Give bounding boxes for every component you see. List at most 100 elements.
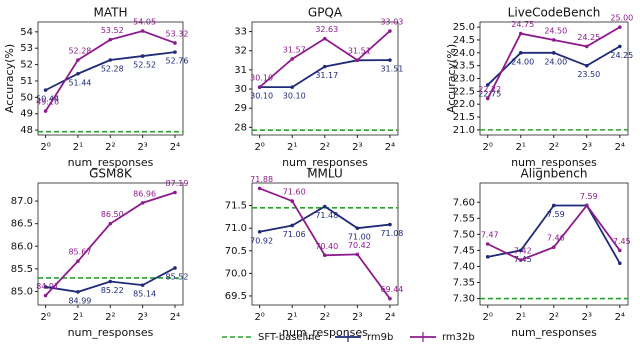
value-label: 30.10 [283, 92, 306, 101]
y-tick-label: 28 [234, 122, 247, 133]
value-label: 85.67 [68, 248, 91, 257]
y-tick-label: 7.30 [453, 294, 475, 305]
y-tick-label: 7.50 [453, 229, 475, 240]
y-tick-label: 21.5 [453, 112, 475, 123]
y-tick-label: 29 [234, 103, 247, 114]
value-label: 71.88 [250, 175, 273, 184]
value-label: 84.99 [68, 296, 91, 305]
point [76, 71, 80, 76]
point [290, 199, 295, 203]
y-tick-label: 54 [20, 27, 33, 38]
x-tick-label: 2⁴ [385, 142, 395, 153]
point [485, 83, 490, 87]
point [388, 296, 392, 301]
subplot: LiveCodeBenchnum_responsesAccuracy(%)21.… [445, 6, 633, 170]
point [388, 29, 392, 33]
x-tick-label: 2⁰ [254, 312, 264, 323]
x-axis-label: num_responses [282, 156, 368, 169]
x-axis-label: num_responses [282, 326, 368, 339]
axes-frame [479, 182, 629, 306]
x-tick-label: 2¹ [73, 142, 83, 153]
point [290, 223, 295, 228]
point [76, 259, 80, 263]
value-label: 52.28 [68, 46, 91, 55]
point [485, 255, 490, 259]
point [388, 58, 392, 62]
value-label: 30.10 [250, 74, 273, 83]
point [551, 51, 556, 55]
point [485, 242, 490, 246]
y-tick-label: 7.60 [453, 197, 475, 208]
y-tick-label: 87.0 [11, 196, 33, 207]
y-axis-label: Accuracy(%) [445, 44, 458, 113]
point [551, 38, 556, 42]
value-label: 71.48 [315, 211, 338, 220]
point [173, 41, 177, 45]
point [618, 25, 622, 29]
legend-label: SFT-baseline [258, 332, 321, 343]
point [518, 31, 523, 36]
subplot: Alignbench num_responses 7.30 7.35 7.40 7.45 7… [453, 167, 631, 340]
x-tick-label: 2¹ [516, 312, 526, 323]
x-tick-label: 2² [320, 312, 330, 323]
y-tick-label: 70.0 [225, 268, 247, 279]
x-tick-label: 2¹ [287, 142, 297, 153]
value-label: 86.50 [101, 210, 124, 219]
x-tick-label: 2⁰ [483, 312, 493, 323]
y-tick-label: 25.0 [453, 22, 475, 33]
y-tick-label: 71.0 [225, 223, 247, 234]
x-tick-label: 2³ [352, 142, 362, 153]
x-axis-label: num_responses [68, 326, 154, 339]
value-label: 24.75 [511, 20, 534, 29]
point [584, 203, 589, 208]
value-label: 52.76 [166, 57, 189, 66]
value-label: 24.25 [610, 51, 633, 60]
value-label: 25.00 [610, 14, 633, 23]
y-tick-label: 30 [234, 84, 247, 95]
subplot-title: GPQA [308, 6, 343, 20]
point [173, 266, 177, 270]
x-tick-label: 2³ [137, 312, 147, 323]
value-label: 31.51 [380, 65, 403, 74]
value-label: 70.40 [315, 242, 338, 251]
value-label: 22.22 [478, 85, 501, 94]
y-tick-label: 23.5 [453, 61, 475, 72]
point [108, 58, 113, 62]
point [355, 226, 360, 230]
point [140, 283, 145, 287]
value-label: 49.16 [36, 98, 59, 107]
legend-label: rm9b [367, 332, 393, 343]
point [290, 85, 295, 89]
point [355, 252, 360, 257]
legend: SFT-baseline rm9b rm32b [222, 332, 475, 343]
point [108, 37, 113, 42]
point [76, 58, 80, 62]
value-label: 24.00 [544, 57, 567, 66]
y-tick-label: 86.5 [11, 219, 33, 230]
x-tick-label: 2³ [582, 312, 592, 323]
x-tick-label: 2⁴ [385, 312, 395, 323]
value-label: 30.10 [250, 92, 273, 101]
value-label: 54.05 [133, 18, 156, 27]
x-tick-label: 2¹ [516, 142, 526, 153]
value-label: 69.44 [380, 285, 403, 294]
point [322, 64, 327, 69]
point [140, 54, 145, 58]
value-label: 51.44 [68, 78, 91, 87]
y-tick-label: 52 [20, 60, 33, 71]
value-label: 31.51 [348, 47, 371, 56]
value-label: 7.45 [613, 237, 631, 246]
x-axis-label: num_responses [511, 326, 597, 339]
point [322, 253, 327, 258]
value-label: 7.59 [547, 210, 565, 219]
value-label: 87.19 [166, 179, 189, 188]
x-tick-label: 2⁴ [615, 142, 625, 153]
value-label: 24.50 [544, 26, 567, 35]
point [551, 203, 556, 208]
x-tick-label: 2⁴ [615, 312, 625, 323]
value-label: 53.52 [101, 26, 124, 35]
value-label: 52.52 [133, 61, 156, 70]
y-axis-label: Accuracy(%) [3, 44, 16, 113]
value-label: 7.47 [481, 231, 499, 240]
